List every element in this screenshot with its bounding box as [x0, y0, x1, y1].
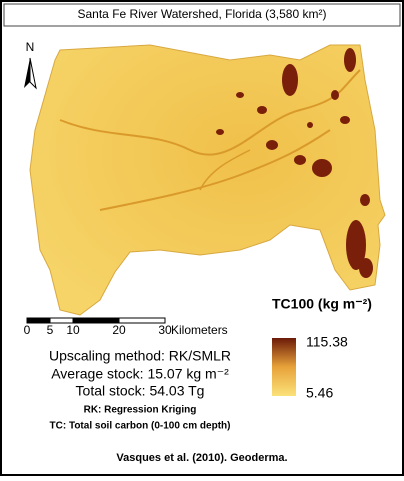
- river: [59, 69, 361, 156]
- abbreviation: TC: Total soil carbon (0-100 cm depth): [50, 421, 231, 432]
- legend-gradient: [272, 338, 296, 396]
- scale-unit: Kilometers: [171, 323, 228, 337]
- abbreviation: RK: Regression Kriging: [84, 405, 197, 416]
- north-label: N: [26, 40, 35, 54]
- citation: Vasques et al. (2010). Geoderma.: [116, 452, 287, 464]
- note: Total stock: 54.03 Tg: [76, 383, 205, 399]
- north-arrow: N: [24, 40, 37, 90]
- watershed: [29, 44, 386, 316]
- legend-max: 115.38: [306, 334, 348, 350]
- legend-min: 5.46: [306, 385, 333, 401]
- scale-label: 10: [66, 323, 80, 337]
- scale-label: 5: [47, 323, 54, 337]
- scale-label: 20: [112, 323, 126, 337]
- title: Santa Fe River Watershed, Florida (3,580…: [78, 7, 327, 21]
- river: [99, 129, 331, 211]
- legend-title: TC100 (kg m⁻²): [272, 296, 372, 312]
- river: [199, 149, 251, 191]
- scale-label: 30: [158, 323, 172, 337]
- title-box: [3, 3, 401, 27]
- note: Average stock: 15.07 kg m⁻²: [51, 366, 229, 382]
- high-carbon-areas: [216, 48, 373, 278]
- map: [29, 44, 386, 316]
- scale-bar: 0 5 10 20 30 Kilometers: [24, 317, 228, 337]
- scale-label: 0: [24, 323, 31, 337]
- note: Upscaling method: RK/SMLR: [49, 348, 231, 364]
